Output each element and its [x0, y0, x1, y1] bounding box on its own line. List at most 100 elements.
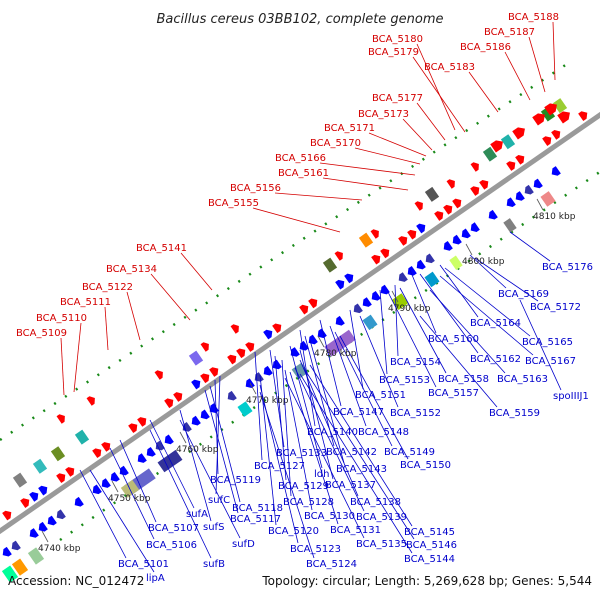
reverse-gene — [470, 222, 480, 232]
forward-leader-line — [416, 102, 446, 141]
reverse-gene — [488, 209, 498, 220]
forward-gene — [470, 186, 480, 196]
reverse-gene-label: BCA_5129 — [278, 481, 329, 492]
reverse-gene-label: BCA_5117 — [230, 514, 281, 525]
reverse-gene-label: BCA_5130 — [304, 511, 355, 522]
reverse-gene-label: BCA_5165 — [522, 337, 573, 348]
reverse-leader-line — [329, 325, 367, 427]
reverse-leader-line — [215, 375, 221, 495]
reverse-gene — [146, 446, 156, 457]
reverse-gene — [443, 241, 453, 251]
forward-gene — [2, 510, 12, 521]
forward-gene-label: BCA_5109 — [16, 328, 67, 339]
reverse-gene-label: lipA — [146, 573, 165, 584]
reverse-gene — [119, 465, 129, 476]
reverse-gene-label: BCA_5146 — [406, 540, 457, 551]
reverse-gene-box — [503, 218, 517, 233]
reverse-leader-line — [469, 254, 507, 289]
forward-leader-line — [319, 162, 416, 176]
forward-gene-label: BCA_5179 — [368, 47, 419, 58]
reverse-gene-label: BCA_5118 — [232, 503, 283, 514]
reverse-gene-label: BCA_5150 — [400, 460, 451, 471]
forward-gene — [92, 448, 102, 459]
forward-gene-label: BCA_5111 — [60, 297, 111, 308]
forward-leader-line — [504, 51, 531, 101]
reverse-leader-line — [294, 367, 365, 512]
reverse-gene-label: BCA_5135 — [356, 539, 407, 550]
reverse-gene — [551, 166, 561, 176]
reverse-leader-line — [304, 369, 415, 540]
forward-gene — [56, 414, 65, 424]
forward-gene — [308, 298, 318, 309]
reverse-gene-box — [324, 329, 356, 357]
reverse-gene — [398, 272, 408, 282]
reverse-leader-line — [509, 231, 551, 262]
genome-backbone — [0, 111, 600, 535]
kbp-tick-mark — [536, 198, 544, 211]
forward-gene-box — [50, 446, 66, 462]
reverse-leader-line — [439, 264, 479, 318]
forward-gene — [101, 442, 111, 452]
reverse-gene-label: BCA_5172 — [530, 302, 581, 313]
reverse-leader-line — [254, 351, 263, 461]
forward-gene-box — [500, 134, 516, 150]
reverse-gene-label: BCA_5149 — [384, 447, 435, 458]
forward-gene-label: BCA_5161 — [278, 168, 329, 179]
forward-leader-line — [354, 147, 421, 165]
forward-leader-line — [416, 43, 456, 131]
forward-gene — [515, 154, 525, 165]
forward-gene — [398, 236, 408, 246]
reverse-gene-label: BCA_5106 — [146, 540, 197, 551]
accession-text: Accession: NC_012472 — [8, 574, 144, 588]
reverse-gene-label: BCA_5127 — [254, 461, 305, 472]
kbp-tick-mark — [111, 480, 119, 493]
forward-gene — [544, 103, 557, 116]
forward-gene — [407, 229, 417, 240]
reverse-gene-label: BCA_5140 — [307, 427, 358, 438]
reverse-leader-line — [179, 419, 241, 539]
reverse-gene-label: sufA — [186, 509, 208, 520]
kbp-tick-mark — [391, 290, 399, 303]
reverse-gene-box — [424, 271, 440, 288]
reverse-gene-box — [237, 401, 253, 417]
forward-gene — [227, 354, 237, 365]
reverse-gene — [11, 540, 21, 551]
forward-gene — [164, 398, 174, 409]
reverse-gene-label: BCA_5142 — [326, 447, 377, 458]
forward-gene — [173, 392, 183, 402]
kbp-tick-label: 4790 kbp — [388, 304, 431, 314]
reverse-gene-label: BCA_5101 — [118, 559, 169, 570]
reverse-leader-line — [394, 284, 399, 357]
reverse-gene — [533, 178, 543, 189]
reverse-gene — [317, 328, 327, 339]
reverse-gene-label: BCA_5123 — [290, 544, 341, 555]
reverse-gene-label: spoIIIJ1 — [553, 391, 589, 402]
reverse-gene-label: BCA_5159 — [489, 408, 540, 419]
reverse-gene-label: BCA_5144 — [404, 554, 455, 565]
forward-gene — [200, 373, 210, 384]
reverse-leader-line — [349, 309, 364, 390]
reverse-leader-line — [429, 289, 506, 374]
genome-title: Bacillus cereus 03BB102, complete genome — [156, 12, 443, 27]
forward-gene — [512, 127, 525, 140]
forward-gene — [371, 254, 381, 265]
reverse-gene — [308, 334, 318, 345]
reverse-gene-box — [1, 565, 19, 583]
reverse-gene — [74, 496, 84, 507]
reverse-gene-label: sufC — [208, 495, 230, 506]
reverse-gene-label: sufD — [232, 539, 255, 550]
reverse-leader-line — [89, 469, 155, 573]
forward-gene — [446, 179, 455, 189]
reverse-gene — [380, 284, 390, 295]
forward-gene-label: BCA_5186 — [460, 42, 511, 53]
forward-gene — [230, 324, 239, 334]
forward-gene-label: BCA_5171 — [324, 123, 375, 134]
forward-gene — [578, 111, 588, 121]
forward-gene — [236, 348, 246, 359]
forward-leader-line — [368, 132, 427, 157]
forward-gene — [414, 201, 423, 211]
reverse-gene-label: BCA_5176 — [542, 262, 593, 273]
forward-gene — [443, 204, 453, 215]
reverse-gene-label: BCA_5107 — [148, 523, 199, 534]
reverse-gene — [200, 409, 210, 420]
